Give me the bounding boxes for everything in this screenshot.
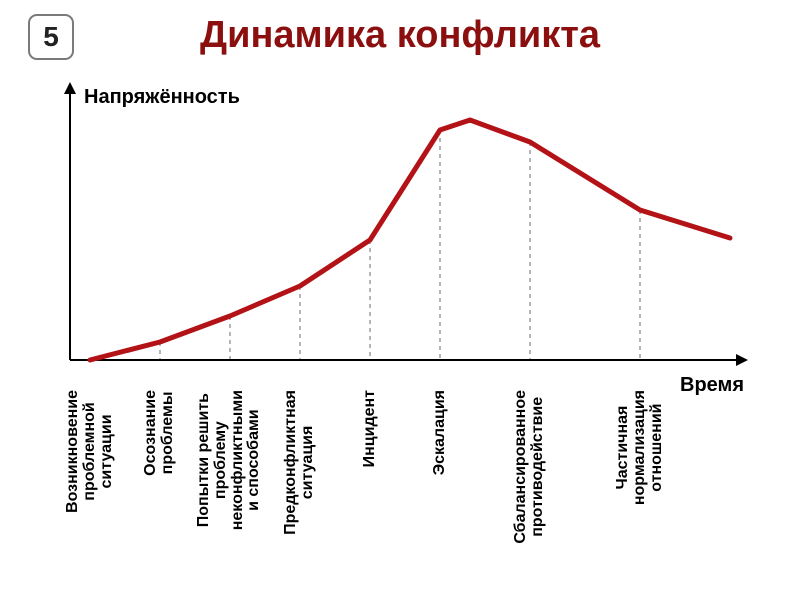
stage-label: Попытки решитьпроблемунеконфликтнымии сп… — [196, 390, 263, 530]
stage-label: Частичнаянормализацияотношений — [615, 390, 665, 505]
conflict-dynamics-chart: Напряжённость Время — [50, 80, 750, 380]
chart-svg — [50, 80, 750, 380]
stage-label: Осознаниепроблемы — [143, 390, 177, 476]
stage-label: Инцидент — [362, 390, 379, 467]
stage-labels: Возникновениепроблемнойситуации Осознание… — [50, 390, 750, 590]
stage-label: Предконфликтнаяситуация — [283, 390, 317, 535]
slide: 5 Динамика конфликта Напряжённость Время… — [0, 0, 800, 600]
stage-label: Возникновениепроблемнойситуации — [65, 390, 115, 513]
stage-label: Сбалансированноепротиводействие — [513, 390, 547, 544]
y-axis-label: Напряжённость — [84, 86, 240, 109]
slide-title: Динамика конфликта — [0, 14, 800, 57]
stage-label: Эскалация — [432, 390, 449, 475]
